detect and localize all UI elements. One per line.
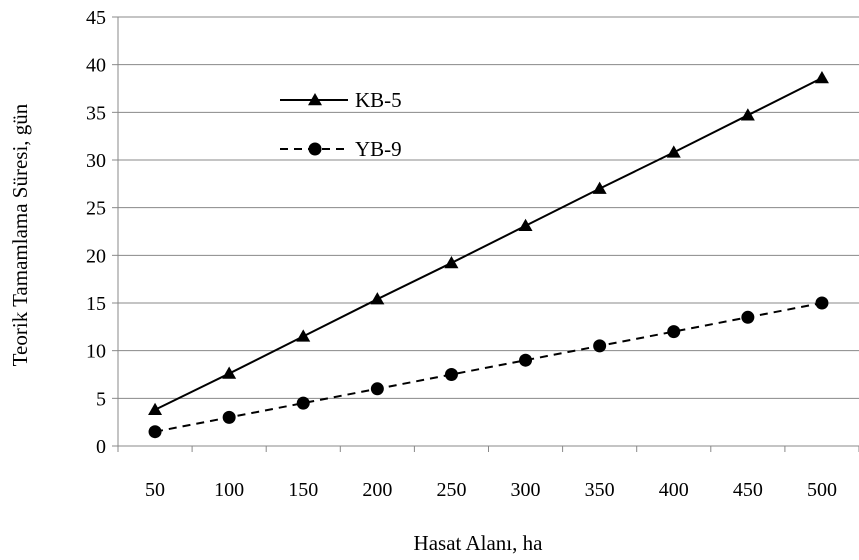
x-tick-label: 100: [214, 479, 244, 501]
data-point: [741, 310, 755, 324]
series-line: [154, 77, 823, 411]
series-kb-5: [148, 71, 829, 416]
series-line: [154, 302, 823, 433]
x-tick-label: 200: [362, 479, 392, 501]
data-point: [222, 410, 236, 424]
x-axis-title: Hasat Alanı, ha: [414, 531, 544, 555]
x-tick-label: 150: [288, 479, 318, 501]
axes: [117, 17, 859, 447]
x-tick-label: 400: [659, 479, 689, 501]
y-tick-label: 25: [86, 198, 106, 220]
data-point: [444, 255, 459, 269]
y-tick-label: 0: [96, 436, 106, 458]
series-group: [148, 71, 829, 439]
data-point: [370, 382, 384, 396]
data-point: [667, 325, 681, 339]
x-axis-ticks: 50 100 150 200 250 300 350 400 450 500: [117, 446, 859, 501]
data-point: [740, 108, 755, 121]
legend-label: KB-5: [355, 88, 402, 112]
x-tick-label: 250: [436, 479, 466, 501]
x-tick-label: 450: [733, 479, 763, 501]
data-point: [148, 402, 163, 416]
data-point: [815, 296, 829, 310]
data-point: [593, 339, 607, 353]
x-tick-label: 350: [585, 479, 615, 501]
data-point: [148, 425, 162, 439]
data-point: [296, 329, 311, 342]
data-point: [666, 145, 681, 158]
legend: KB-5 YB-9: [280, 88, 402, 161]
legend-marker: [308, 93, 322, 106]
data-point: [518, 218, 533, 232]
y-tick-label: 15: [86, 293, 106, 315]
legend-item: KB-5: [280, 88, 402, 112]
data-point: [519, 353, 533, 367]
data-point: [222, 366, 237, 379]
y-tick-label: 30: [86, 150, 106, 172]
data-point: [370, 292, 385, 305]
y-tick-label: 20: [86, 245, 106, 267]
y-tick-label: 35: [86, 102, 106, 124]
legend-label: YB-9: [355, 137, 402, 161]
y-axis-ticks: 0 5 10 15 20 25 30 35 40 45: [86, 7, 118, 458]
y-tick-label: 5: [96, 388, 106, 410]
y-axis-title: Teorik Tamamlama Süresi, gün: [8, 103, 32, 366]
gridlines: [118, 16, 859, 399]
x-tick-label: 50: [145, 479, 165, 501]
series-yb-9: [148, 296, 829, 439]
legend-marker: [308, 142, 322, 156]
data-point: [814, 71, 829, 84]
data-point: [592, 181, 607, 194]
legend-item: YB-9: [280, 137, 402, 161]
data-point: [296, 396, 310, 410]
y-tick-label: 10: [86, 341, 106, 363]
y-tick-label: 45: [86, 7, 106, 29]
y-tick-label: 40: [86, 55, 106, 77]
x-tick-label: 500: [807, 479, 837, 501]
data-point: [444, 368, 458, 381]
x-tick-label: 300: [511, 479, 541, 501]
